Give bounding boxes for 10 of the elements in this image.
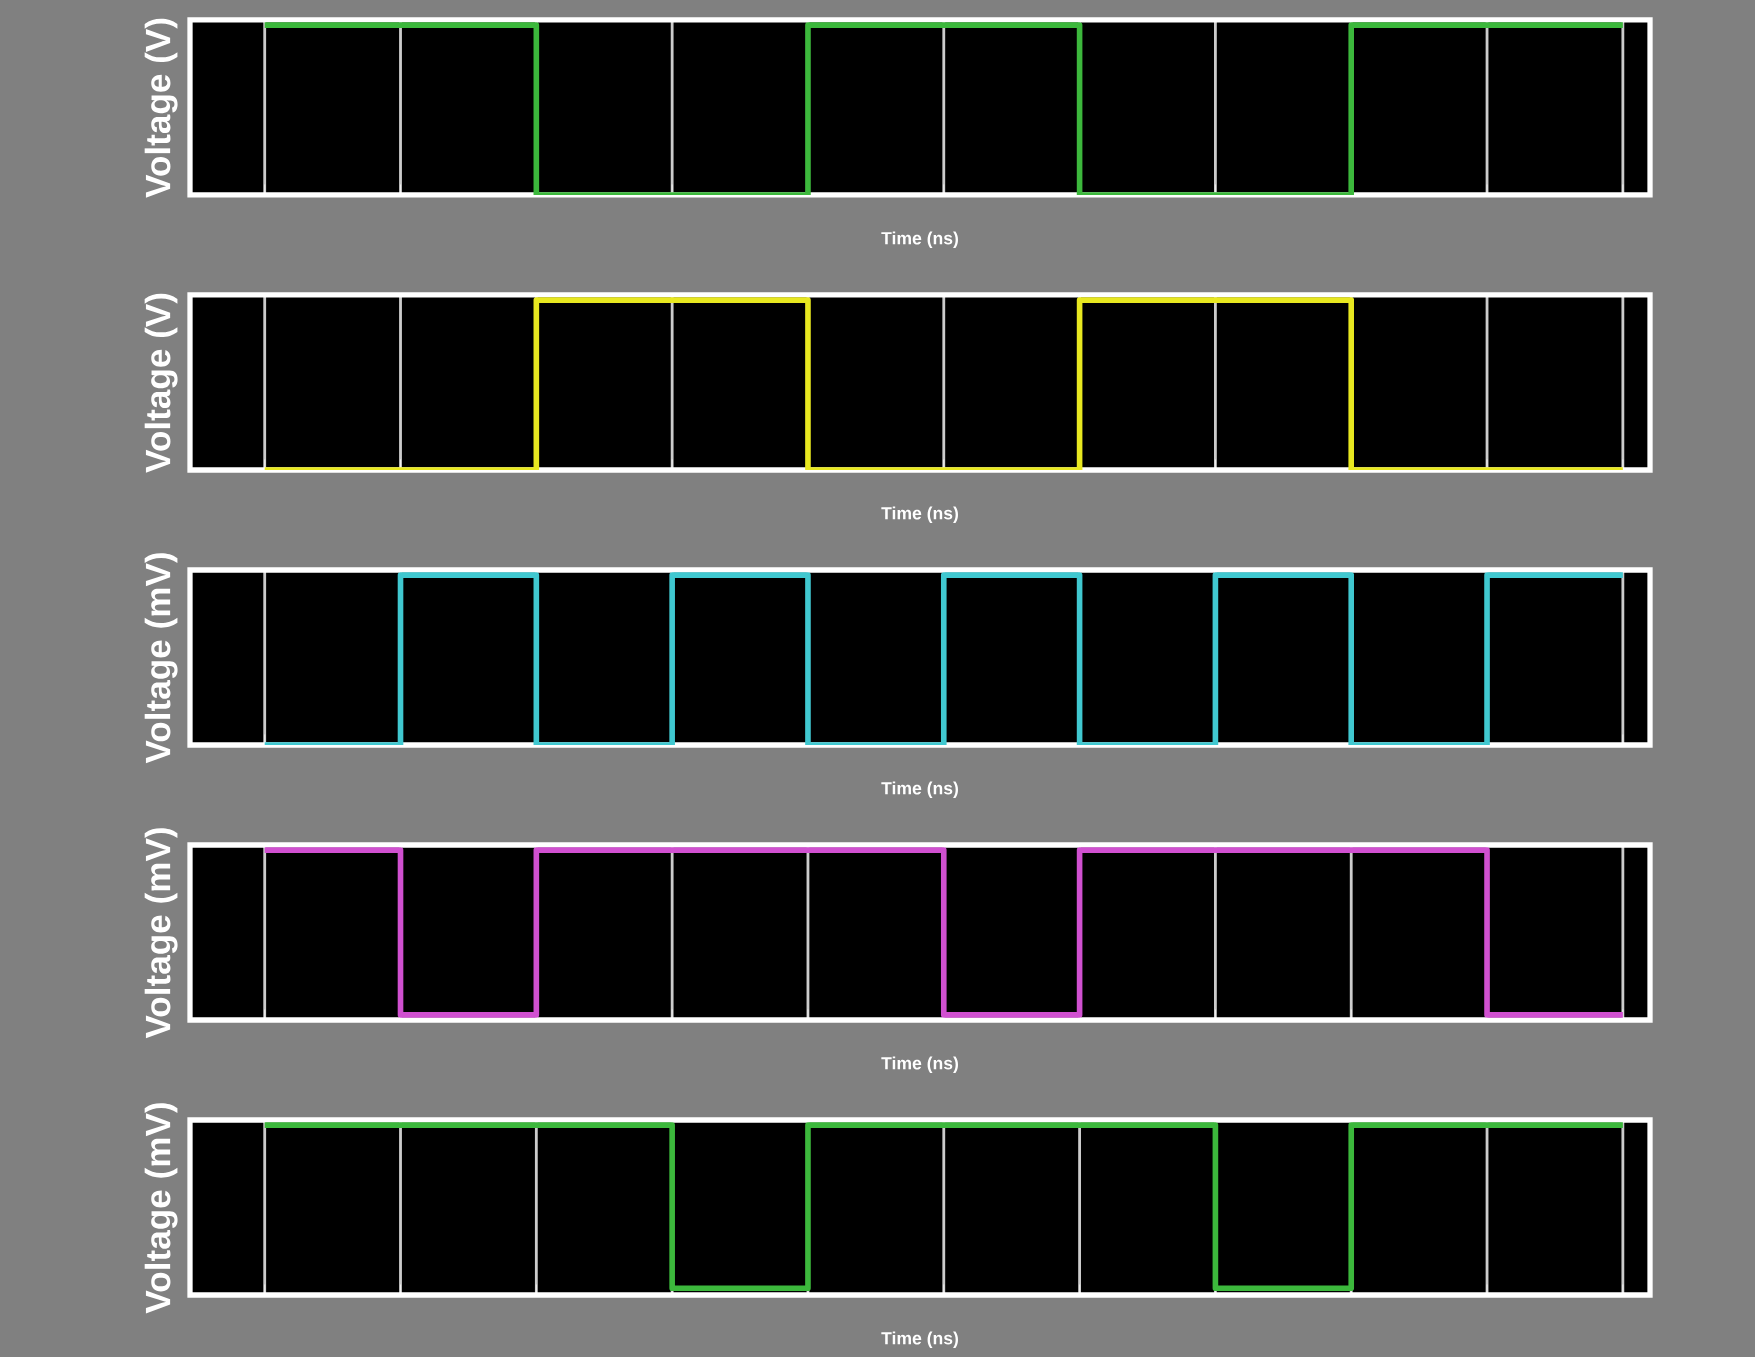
y-axis-title: Voltage (V): [144, 18, 178, 198]
y-axis-title: Voltage (V): [144, 293, 178, 473]
x-axis-title: Time (ns): [881, 781, 958, 799]
y-axis-title: Voltage (mV): [144, 1103, 178, 1314]
x-axis-title: Time (ns): [881, 506, 958, 524]
y-axis-title: Voltage (mV): [144, 553, 178, 764]
x-axis-title: Time (ns): [881, 1331, 958, 1349]
x-axis-title: Time (ns): [881, 1056, 958, 1074]
x-axis-title: Time (ns): [881, 231, 958, 249]
y-axis-title: Voltage (mV): [144, 828, 178, 1039]
